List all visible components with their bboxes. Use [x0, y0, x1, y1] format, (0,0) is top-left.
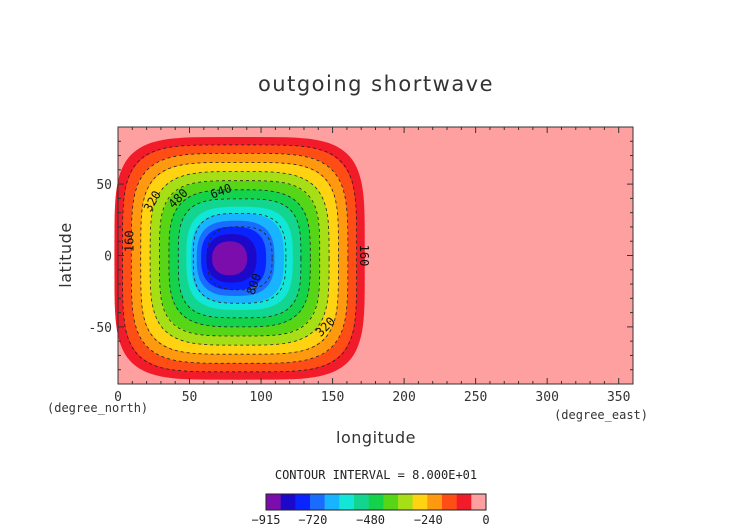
colorbar-swatch [412, 494, 428, 510]
colorbar-swatch [383, 494, 399, 510]
colorbar-frame [265, 493, 487, 511]
colorbar-swatch [471, 494, 487, 510]
colorbar-swatch [339, 494, 355, 510]
contour-label: 160 [122, 230, 136, 252]
colorbar-tick-label: −240 [414, 513, 443, 527]
x-tick-label: 250 [464, 390, 487, 405]
colorbar: −915 −720 −480 −240 0 [252, 493, 490, 527]
chart-title: outgoing shortwave [258, 72, 494, 96]
x-tick-label: 0 [114, 390, 122, 405]
x-tick-label: 100 [249, 390, 272, 405]
contour-band [212, 241, 248, 276]
contour-line [149, 171, 330, 346]
y-tick-label: 50 [96, 178, 112, 193]
colorbar-swatch [310, 494, 325, 510]
contour-line [206, 226, 273, 291]
x-unit-label: (degree_east) [554, 408, 648, 422]
x-axis-title: longitude [336, 428, 416, 447]
contour-label: 800 [244, 271, 265, 296]
colorbar-tick-label: −480 [356, 513, 385, 527]
contour-line [130, 153, 349, 364]
colorbar-tick-label: −720 [298, 513, 327, 527]
colorbar-swatch [368, 494, 384, 510]
x-tick-label: 50 [182, 390, 198, 405]
y-axis-title: latitude [56, 222, 75, 287]
colorbar-swatch [266, 494, 281, 510]
x-tick-label: 350 [607, 390, 630, 405]
axes: 0 50 100 150 200 250 300 350 -50 0 50 [89, 126, 634, 405]
contour-line [159, 180, 321, 337]
contour-label: 640 [208, 181, 233, 202]
colorbar-swatch [427, 494, 443, 510]
contour-label: 160 [357, 245, 371, 267]
y-tick-label: 0 [104, 250, 112, 265]
colorbar-tick-label: −915 [252, 513, 281, 527]
colorbar-swatch [324, 494, 340, 510]
contour-line [177, 198, 302, 319]
contour-interval-text: CONTOUR INTERVAL = 8.000E+01 [275, 468, 477, 482]
x-tick-label: 200 [392, 390, 415, 405]
y-unit-label: (degree_north) [47, 401, 148, 415]
colorbar-swatch [442, 494, 457, 510]
colorbar-swatch [456, 494, 472, 510]
x-tick-label: 300 [535, 390, 558, 405]
colorbar-swatch [295, 494, 311, 510]
colorbar-tick-label: 0 [482, 513, 489, 527]
contour-line [140, 162, 339, 355]
x-tick-label: 150 [321, 390, 344, 405]
contour-line [122, 144, 357, 373]
y-tick-label: -50 [89, 321, 112, 336]
colorbar-swatch [398, 494, 413, 510]
colorbar-swatch [354, 494, 369, 510]
colorbar-swatch [280, 494, 296, 510]
